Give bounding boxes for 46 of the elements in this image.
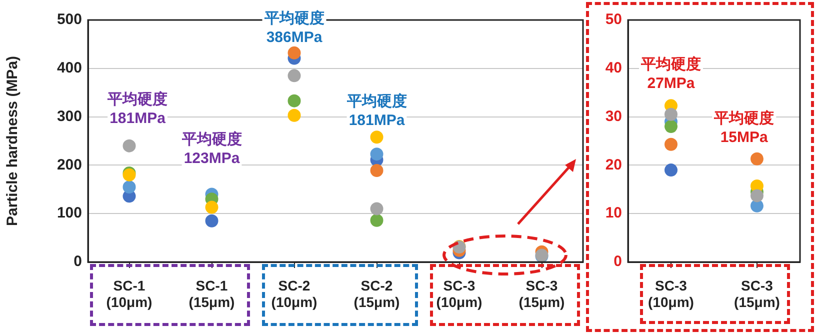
point	[370, 148, 384, 161]
y-tick-label: 10	[605, 204, 622, 222]
y-tick-label: 20	[605, 156, 622, 174]
y-tick-label: 0	[614, 253, 622, 270]
x-tick-label: SC-3 (15μm)	[518, 277, 565, 310]
point	[288, 94, 301, 108]
annotation: 平均硬度 15MPa	[713, 109, 774, 146]
point	[664, 164, 678, 177]
y-tick-label: 0	[74, 253, 82, 270]
y-axis-title: Particle hardness (MPa)	[4, 56, 22, 226]
x-tick-label: SC-3 (10μm)	[436, 277, 482, 310]
y-tick-label: 50	[605, 11, 622, 28]
point	[122, 139, 136, 152]
y-tick-label: 30	[605, 108, 622, 125]
y-tick-label: 40	[605, 60, 622, 77]
point	[664, 120, 678, 133]
point	[288, 69, 301, 82]
point	[750, 189, 764, 202]
point	[370, 202, 384, 216]
y-tick-label: 500	[56, 11, 82, 28]
point	[288, 108, 301, 122]
x-tick-label: SC-1 (15μm)	[188, 277, 235, 310]
x-tick-label: SC-2 (10μm)	[271, 277, 318, 310]
annotation: 平均硬度 123MPa	[180, 130, 242, 167]
y-tick-label: 100	[56, 204, 82, 222]
point	[370, 130, 384, 144]
y-tick-label: 400	[56, 60, 82, 77]
annotation: 平均硬度 181MPa	[346, 92, 407, 129]
point	[664, 138, 678, 151]
point	[750, 152, 764, 166]
point	[370, 164, 384, 178]
x-tick-label: SC-2 (15μm)	[354, 277, 400, 310]
y-tick-label: 200	[56, 156, 82, 174]
point	[288, 46, 301, 60]
point	[205, 214, 218, 228]
annotation: 平均硬度 386MPa	[263, 9, 324, 46]
point	[370, 214, 384, 227]
point	[664, 108, 678, 121]
y-tick-label: 300	[56, 108, 82, 125]
point	[205, 200, 218, 214]
annotation: 平均硬度 181MPa	[106, 90, 168, 127]
point	[122, 180, 136, 194]
x-tick-label: SC-1 (10μm)	[106, 277, 152, 310]
x-tick-label: SC-3 (10μm)	[648, 277, 694, 310]
annotation: 平均硬度 27MPa	[640, 55, 701, 92]
x-tick-label: SC-3 (15μm)	[734, 277, 780, 310]
